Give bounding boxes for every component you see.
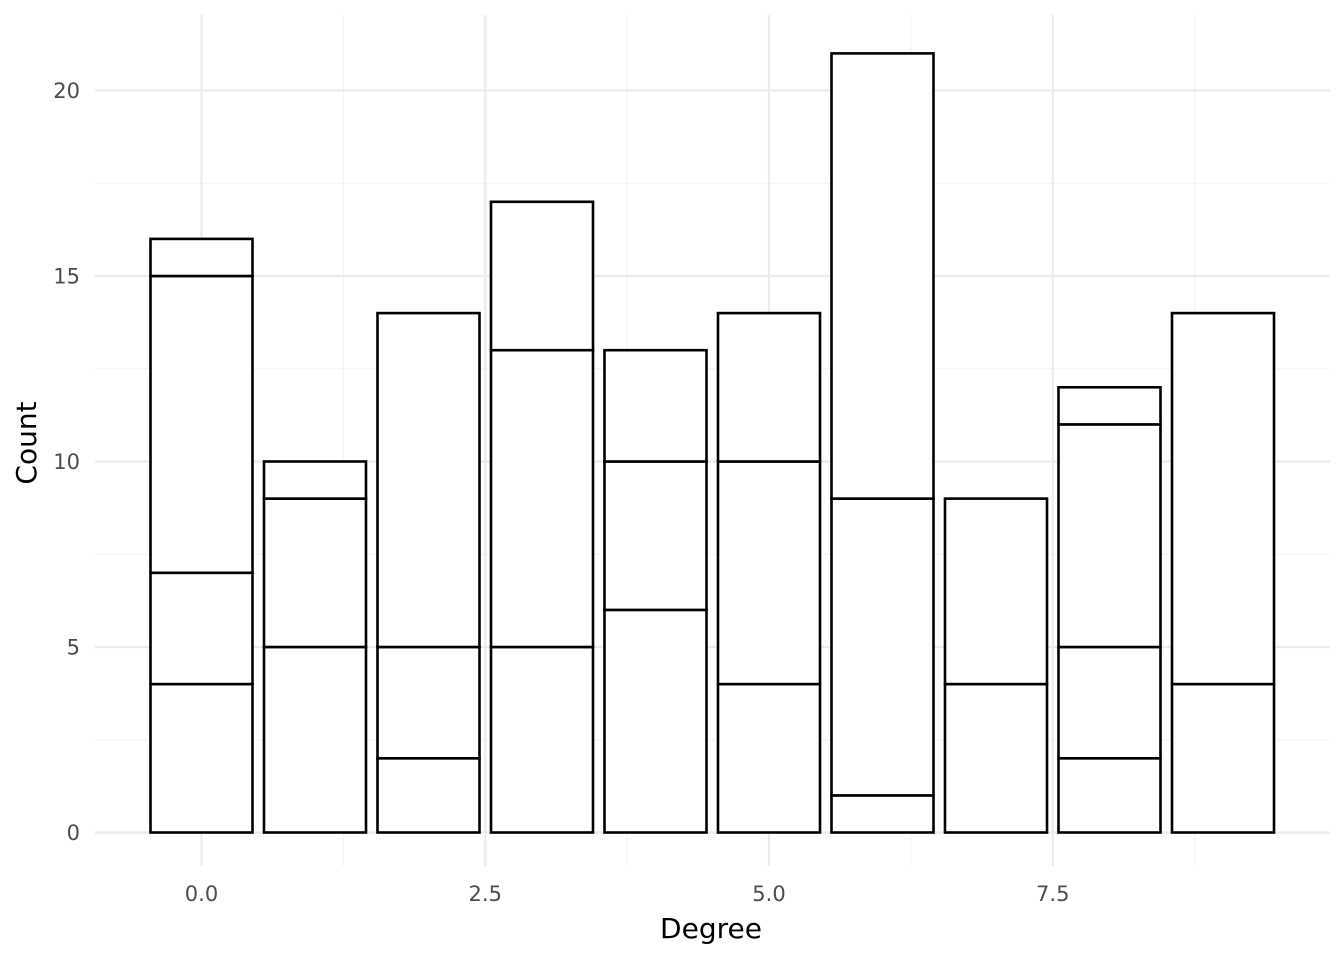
bar-segment-8-2 <box>1057 423 1162 649</box>
bar-segment-4-1 <box>603 460 708 612</box>
y-axis-tick-labels: 0 5 10 15 20 <box>53 79 80 845</box>
bar-segment-3-0 <box>489 645 595 834</box>
bar-segment-2-2 <box>376 311 481 649</box>
y-tick-label: 15 <box>53 265 80 289</box>
bar-segment-0-0 <box>149 682 254 834</box>
x-tick-label: 0.0 <box>185 882 218 906</box>
y-tick-label: 0 <box>67 821 80 845</box>
bar-segment-4-2 <box>603 348 708 463</box>
bar-segment-0-3 <box>149 237 254 278</box>
y-tick-label: 5 <box>67 636 80 660</box>
y-axis-title: Count <box>10 401 43 484</box>
bar-segment-6-1 <box>830 497 935 797</box>
bar-segment-6-2 <box>830 52 935 500</box>
bar-segment-5-1 <box>716 460 822 686</box>
bar-segment-9-0 <box>1170 682 1276 834</box>
bar-segment-8-3 <box>1057 385 1162 426</box>
bar-segment-1-0 <box>262 645 368 834</box>
bar-segment-1-2 <box>262 460 368 500</box>
bar-segment-3-2 <box>489 200 595 352</box>
bar-segment-0-2 <box>149 274 254 575</box>
bar-segment-8-1 <box>1057 645 1162 760</box>
bar-segment-1-1 <box>262 497 368 649</box>
bar-segment-9-1 <box>1170 311 1276 686</box>
y-tick-label: 10 <box>53 450 80 474</box>
bar-segment-7-0 <box>943 682 1049 834</box>
bar-segment-2-1 <box>376 645 481 760</box>
stacked-bars <box>149 52 1276 834</box>
bar-segment-7-1 <box>943 497 1049 686</box>
bar-segment-5-0 <box>716 682 822 834</box>
x-tick-label: 5.0 <box>752 882 785 906</box>
bar-segment-0-1 <box>149 571 254 686</box>
x-tick-label: 2.5 <box>469 882 502 906</box>
bar-segment-6-0 <box>830 794 935 834</box>
bar-segment-3-1 <box>489 348 595 649</box>
x-axis-tick-labels: 0.0 2.5 5.0 7.5 <box>185 882 1070 906</box>
bar-segment-4-0 <box>603 608 708 834</box>
x-axis-title: Degree <box>660 912 762 945</box>
y-tick-label: 20 <box>53 79 80 103</box>
x-tick-label: 7.5 <box>1036 882 1069 906</box>
bar-segment-5-2 <box>716 311 822 463</box>
bar-segment-2-0 <box>376 756 481 834</box>
bar-segment-8-0 <box>1057 756 1162 834</box>
